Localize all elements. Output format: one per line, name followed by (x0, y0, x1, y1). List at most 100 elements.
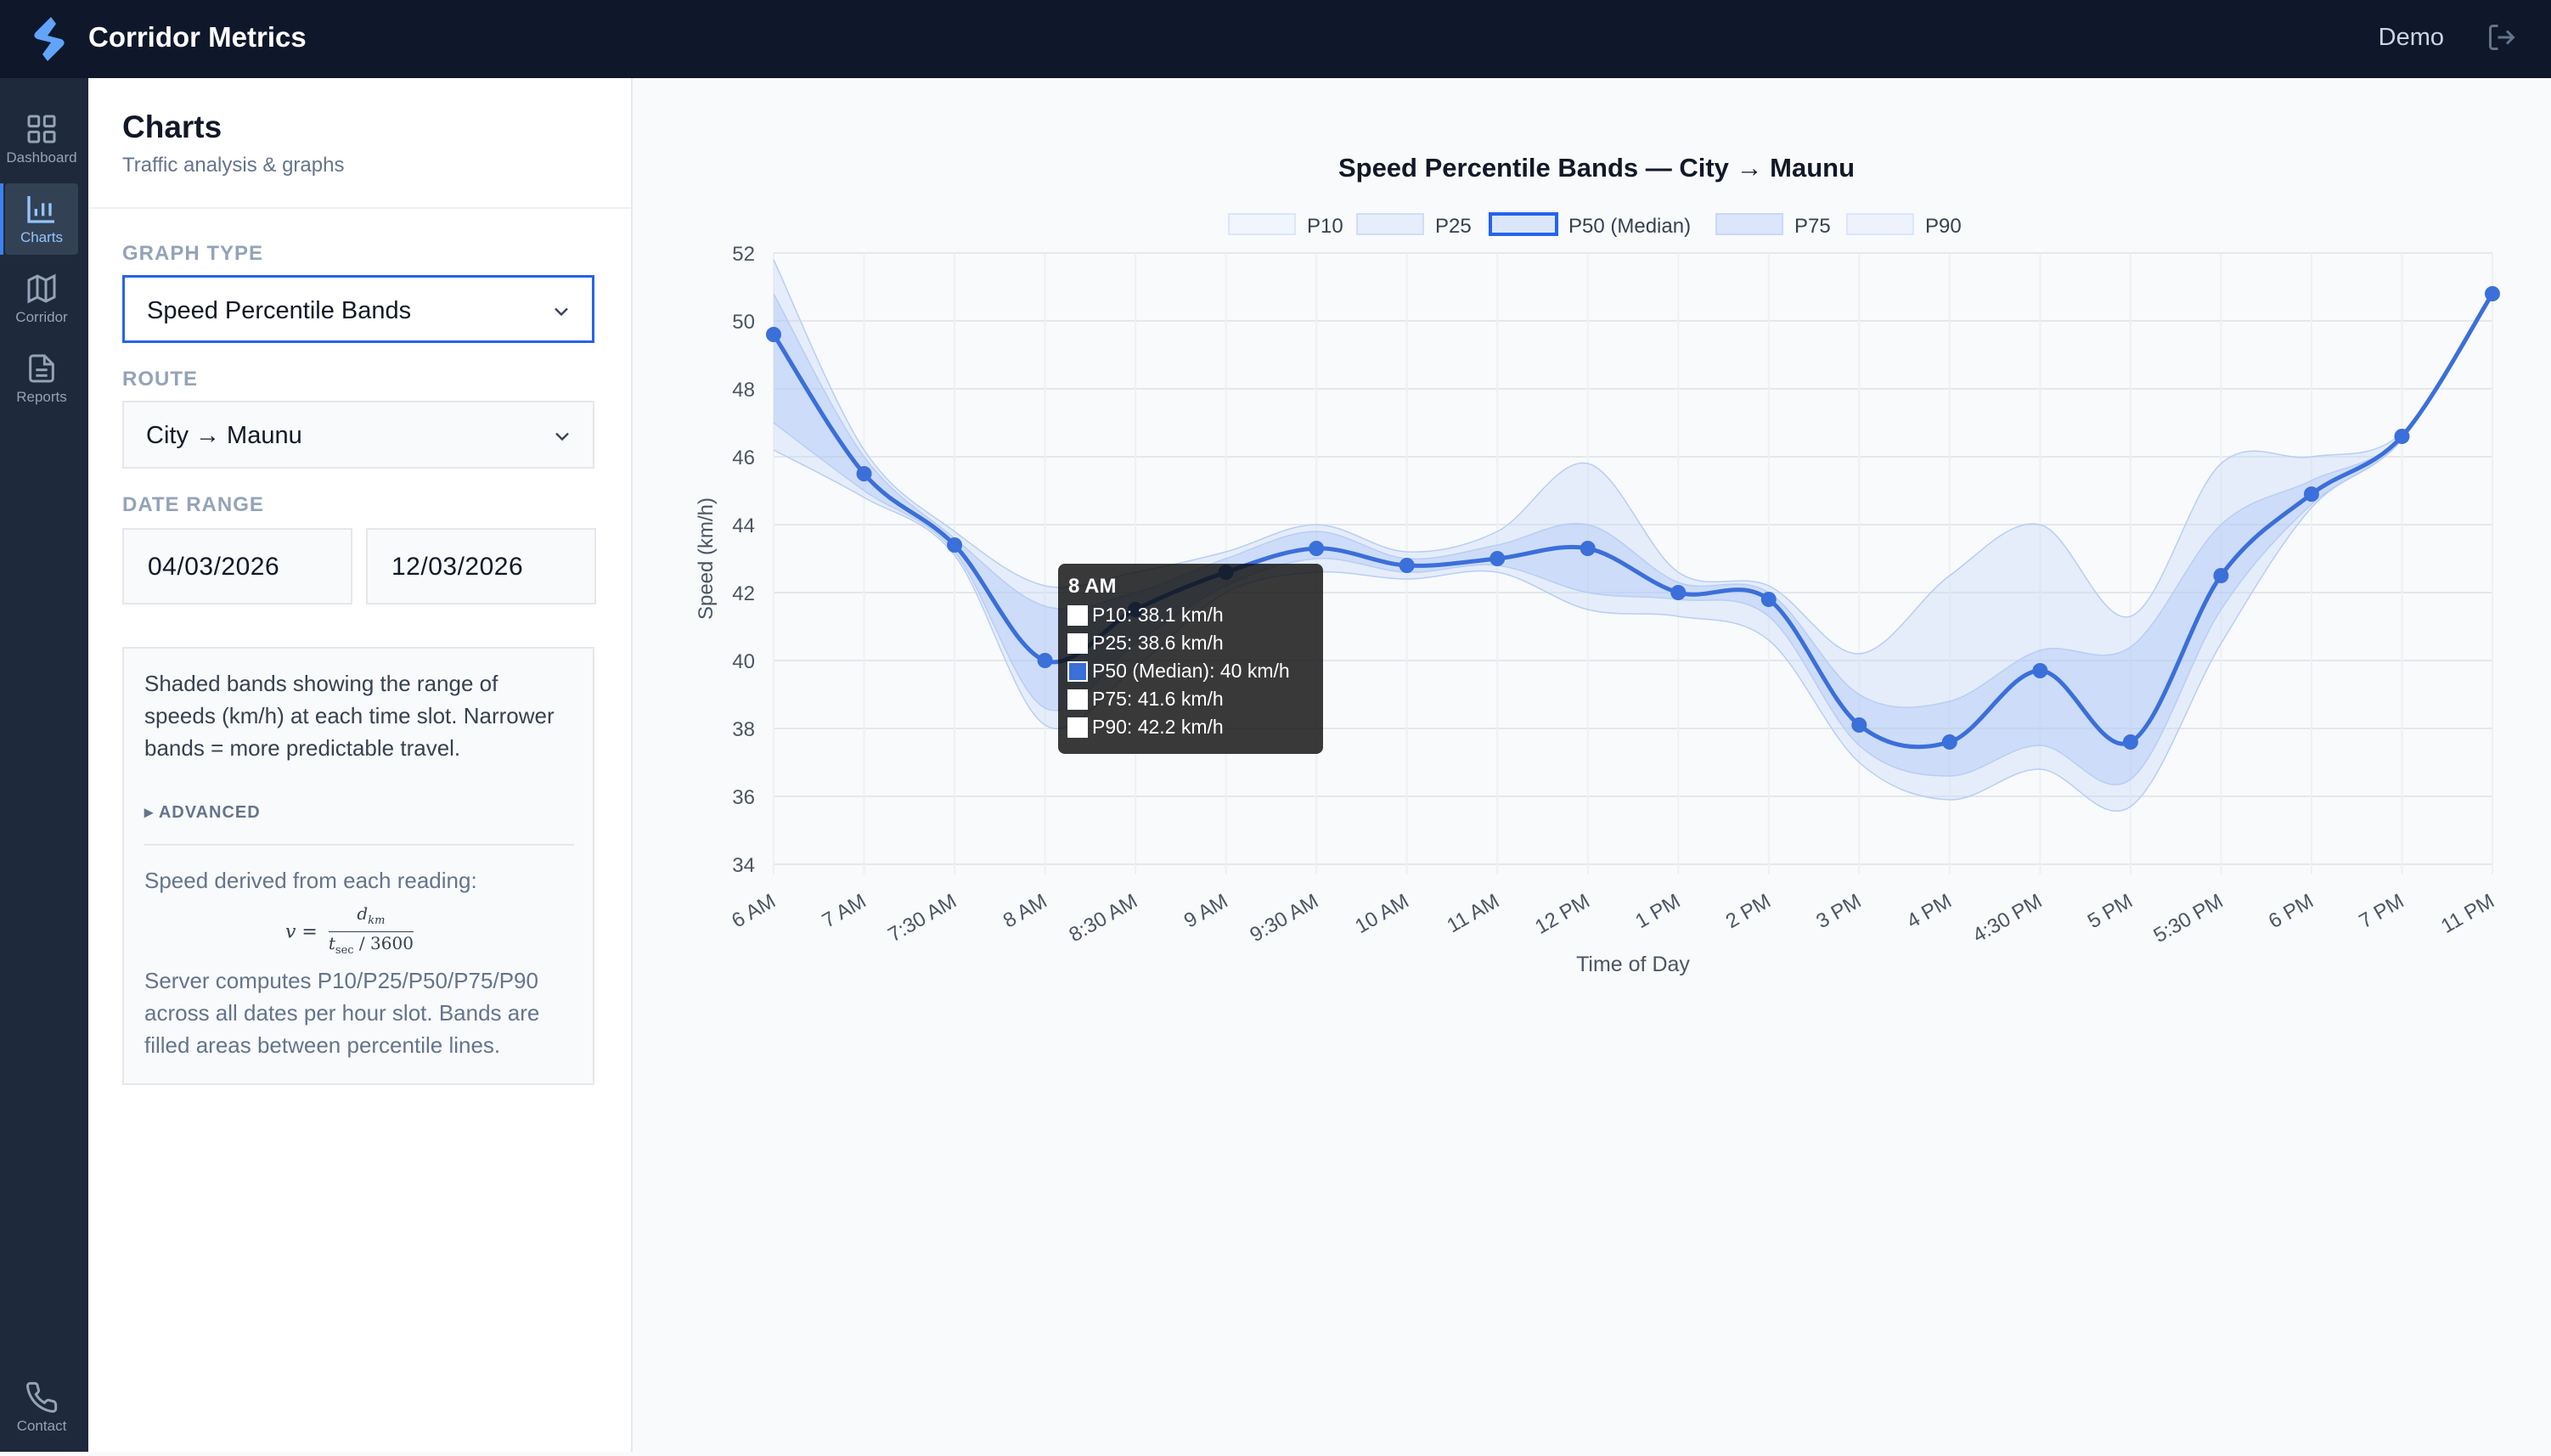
x-tick-label: 9:30 AM (1246, 890, 1322, 947)
nav-item-reports[interactable]: Reports (5, 343, 78, 414)
nav-label: Charts (20, 229, 64, 245)
speed-formula: v = dkm tsec / 3600 (285, 903, 414, 962)
x-tick-label: 5 PM (2084, 890, 2137, 933)
app-title: Corridor Metrics (88, 21, 307, 53)
nav-item-charts[interactable]: Charts (0, 183, 78, 255)
legend-label: P75 (1794, 215, 1831, 238)
app-logo-icon (34, 17, 65, 61)
legend-label: P90 (1925, 215, 1962, 238)
chart-title: Speed Percentile Bands — City → Maunu (1338, 153, 1855, 183)
top-bar: Corridor Metrics Demo (0, 0, 2551, 78)
divider (144, 844, 574, 846)
route-label: ROUTE (122, 368, 198, 391)
y-tick-label: 46 (732, 447, 755, 469)
route-value: City → Maunu (146, 422, 302, 449)
tooltip-box (1058, 564, 1323, 754)
tooltip-line: P50 (Median): 40 km/h (1092, 660, 1290, 682)
route-select[interactable]: City → Maunu (122, 401, 594, 469)
median-point (2303, 486, 2319, 502)
tooltip-title: 8 AM (1068, 575, 1116, 598)
logout-icon[interactable] (2486, 22, 2517, 53)
legend-swatch (1489, 212, 1558, 236)
graph-type-value: Speed Percentile Bands (147, 297, 412, 324)
tooltip-swatch (1067, 633, 1088, 654)
formula-numerator: d (357, 903, 369, 924)
median-point (1941, 734, 1957, 750)
y-tick-label: 40 (732, 650, 755, 673)
date-to-value: 12/03/2026 (391, 553, 524, 581)
date-from-value: 04/03/2026 (148, 553, 280, 581)
x-tick-label: 5:30 PM (2150, 890, 2227, 947)
legend-label: P50 (Median) (1568, 215, 1691, 238)
graph-type-select[interactable]: Speed Percentile Bands (122, 275, 594, 343)
phone-icon (26, 1381, 58, 1413)
y-tick-label: 36 (732, 786, 755, 809)
tooltip-line: P25: 38.6 km/h (1092, 632, 1224, 654)
median-point (2394, 429, 2410, 444)
x-tick-label: 2 PM (1722, 890, 1775, 933)
page-subtitle: Traffic analysis & graphs (122, 154, 345, 177)
y-tick-label: 50 (732, 311, 755, 334)
formula-lead: Speed derived from each reading: (144, 868, 477, 893)
date-to-input[interactable]: 12/03/2026 (366, 528, 596, 604)
user-name[interactable]: Demo (2378, 24, 2444, 51)
tooltip-line: P10: 38.1 km/h (1092, 604, 1224, 626)
y-tick-label: 42 (732, 582, 755, 605)
map-icon (27, 273, 56, 304)
panel-header: Charts Traffic analysis & graphs (88, 78, 631, 209)
percentile-line (773, 293, 2493, 812)
x-tick-label: 6 PM (2265, 890, 2317, 933)
nav-item-contact[interactable]: Contact (5, 1372, 78, 1443)
median-point (2213, 568, 2229, 583)
tooltip-swatch (1067, 689, 1088, 710)
x-tick-label: 9 AM (1180, 890, 1232, 933)
legend-label: P25 (1435, 215, 1472, 238)
info-text: Shaded bands showing the range of speeds… (144, 671, 555, 761)
legend-swatch (1715, 213, 1783, 235)
percentile-line (773, 293, 2493, 786)
date-range-label: DATE RANGE (122, 493, 264, 516)
x-axis-title: Time of Day (1576, 953, 1690, 976)
advanced-toggle[interactable]: ▸ ADVANCED (144, 803, 261, 822)
info-box: Shaded bands showing the range of speeds… (122, 647, 594, 1085)
legend-swatch (1846, 213, 1914, 235)
speed-percentile-chart[interactable]: Speed Percentile Bands — City → Maunu P10… (633, 78, 2551, 1452)
formula-lhs: v = (285, 921, 318, 943)
median-point (1670, 585, 1687, 600)
controls-panel: Charts Traffic analysis & graphs GRAPH T… (88, 78, 633, 1452)
median-point (1851, 717, 1867, 733)
percentile-line (773, 259, 2493, 655)
median-point (1309, 541, 1325, 556)
x-tick-label: 4 PM (1903, 890, 1956, 933)
document-icon (29, 354, 54, 383)
chart-area: Speed Percentile Bands — City → Maunu P10… (633, 78, 2551, 1452)
median-point (2122, 734, 2138, 750)
nav-item-dashboard[interactable]: Dashboard (5, 104, 78, 175)
y-tick-label: 52 (732, 243, 755, 266)
tooltip-line: P75: 41.6 km/h (1092, 688, 1224, 710)
info-text-2: Server computes P10/P25/P50/P75/P90 acro… (144, 968, 540, 1058)
x-tick-label: 7 PM (2355, 890, 2407, 933)
x-tick-label: 8 AM (1000, 890, 1051, 933)
median-point (2032, 663, 2048, 678)
median-point (947, 537, 963, 553)
nav-label: Corridor (15, 309, 68, 325)
x-tick-label: 11 PM (2437, 890, 2498, 938)
x-tick-label: 7:30 AM (884, 890, 960, 947)
x-tick-label: 11 AM (1443, 890, 1503, 938)
x-tick-label: 1 PM (1631, 890, 1684, 933)
x-tick-label: 10 AM (1351, 890, 1412, 938)
nav-item-corridor[interactable]: Corridor (5, 263, 78, 334)
nav-label: Contact (16, 1418, 67, 1434)
y-axis-title: Speed (km/h) (695, 498, 718, 620)
band-p25-p75 (774, 294, 2492, 785)
tooltip-swatch (1067, 717, 1088, 738)
graph-type-label: GRAPH TYPE (122, 242, 264, 265)
x-tick-label: 6 AM (728, 890, 780, 933)
y-tick-label: 34 (732, 854, 755, 877)
nav-rail: Dashboard Charts Corridor Reports Contac… (0, 78, 88, 1452)
median-point (856, 466, 872, 481)
page-title: Charts (122, 110, 222, 144)
date-from-input[interactable]: 04/03/2026 (122, 528, 352, 604)
chevron-down-icon (555, 432, 569, 441)
